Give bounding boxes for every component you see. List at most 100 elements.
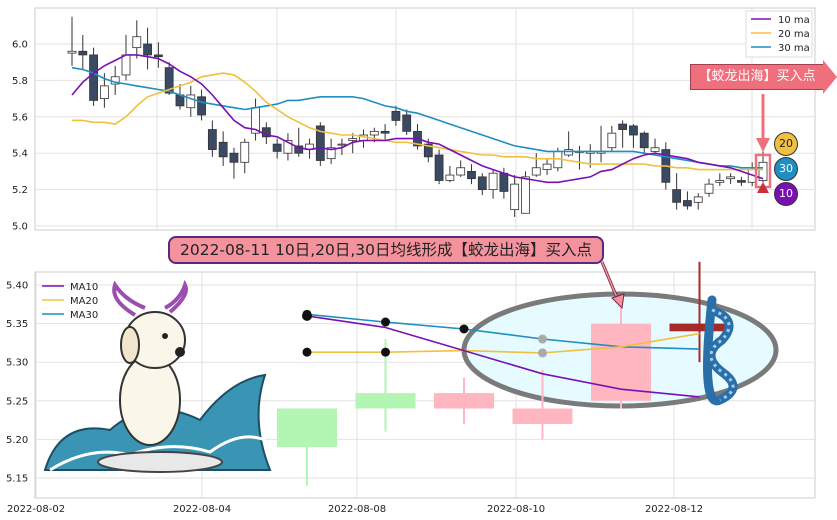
ma10-badge: 10 bbox=[774, 182, 798, 206]
top-candle-body bbox=[197, 96, 206, 116]
bottom-legend-label-20: MA20 bbox=[70, 296, 98, 307]
bottom-candle-body bbox=[277, 408, 337, 448]
bottom-ma-marker bbox=[381, 347, 390, 357]
surfboard bbox=[97, 451, 223, 473]
top-legend-label-10: 10 ma bbox=[778, 15, 810, 26]
top-candle-body bbox=[650, 147, 660, 152]
bottom-legend: MA10 MA20 MA30 bbox=[42, 282, 98, 321]
top-candle-body bbox=[153, 54, 163, 58]
top-candle-body bbox=[499, 172, 509, 192]
top-candle-body bbox=[618, 123, 628, 130]
top-candle-body bbox=[456, 167, 466, 176]
top-candle-body bbox=[683, 200, 692, 207]
top-plot-area bbox=[34, 7, 816, 231]
top-candle-body bbox=[737, 180, 746, 183]
bottom-y-tick-label: 5.15 bbox=[6, 474, 28, 485]
top-candle-body bbox=[607, 132, 617, 149]
top-ma10-line bbox=[71, 54, 764, 184]
top-candle-body bbox=[391, 110, 401, 121]
dragon-body bbox=[703, 295, 738, 406]
top-candle-body bbox=[132, 36, 142, 49]
wave-foam bbox=[49, 435, 266, 472]
bottom-ma10-line bbox=[306, 315, 700, 398]
bottom-legend-label-10: MA10 bbox=[70, 282, 98, 293]
annotation-arrow-shaft-fill bbox=[601, 261, 619, 301]
top-candle-body bbox=[283, 140, 293, 154]
top-y-tick-label: 5.8 bbox=[12, 76, 28, 87]
signal-arrow-head bbox=[756, 138, 770, 152]
bottom-x-tick-label: 2022-08-12 bbox=[645, 504, 703, 515]
top-candle-body bbox=[726, 176, 736, 180]
bottom-y-tick-label: 5.35 bbox=[6, 319, 28, 330]
top-y-ticks: 6.0 5.8 5.6 5.4 5.2 5.0 bbox=[12, 40, 28, 233]
top-ma20-line bbox=[72, 72, 763, 171]
bottom-y-tick-label: 5.20 bbox=[6, 435, 28, 446]
top-candle-body bbox=[434, 154, 444, 181]
dragon-illustration bbox=[703, 295, 738, 406]
top-candle-body bbox=[672, 189, 682, 203]
top-candle-body bbox=[89, 54, 98, 101]
top-candle-body bbox=[121, 54, 131, 76]
top-y-tick-label: 5.2 bbox=[12, 185, 28, 196]
bottom-candle-body bbox=[434, 393, 494, 409]
top-candle-body bbox=[521, 176, 530, 214]
bottom-candle-body bbox=[591, 323, 651, 401]
top-candle-body bbox=[369, 130, 379, 136]
bottom-ma-marker-faded bbox=[538, 334, 547, 344]
bottom-y-tick-label: 5.30 bbox=[6, 358, 28, 369]
bottom-legend-label-30: MA30 bbox=[70, 310, 98, 321]
top-candle-body bbox=[348, 138, 358, 141]
bottom-candle-body bbox=[355, 393, 416, 409]
ma30-badge: 30 bbox=[774, 157, 798, 181]
top-candle-body bbox=[229, 152, 239, 163]
bottom-candles bbox=[277, 261, 730, 486]
top-candle-body bbox=[423, 143, 433, 158]
top-candle-body bbox=[704, 183, 714, 194]
top-y-tick-label: 6.0 bbox=[12, 40, 28, 51]
annotation-arrow-head bbox=[611, 293, 625, 310]
top-candle-body bbox=[240, 141, 250, 163]
bottom-x-tick-label: 2022-08-02 bbox=[7, 504, 65, 515]
top-candle-body bbox=[294, 145, 304, 154]
dog-ear bbox=[120, 326, 140, 364]
top-candle-body bbox=[272, 143, 282, 152]
top-candles bbox=[67, 16, 768, 217]
top-candle-body bbox=[143, 43, 152, 56]
signal-banner-arrow-tip bbox=[823, 60, 837, 94]
buy-signal-annotation: 2022-08-11 10日,20日,30日均线形成【蛟龙出海】买入点 bbox=[168, 236, 604, 264]
top-candle-body bbox=[510, 183, 520, 211]
top-candle-body bbox=[542, 163, 552, 170]
top-candle-body bbox=[758, 161, 768, 181]
top-candle-body bbox=[78, 50, 88, 56]
top-candle-body bbox=[402, 114, 412, 132]
signal-banner-label: 【蛟龙出海】买入点 bbox=[690, 64, 824, 90]
top-candle-body bbox=[467, 170, 476, 180]
bottom-y-tick-label: 5.25 bbox=[6, 396, 28, 407]
bottom-ma20-line bbox=[307, 332, 700, 354]
top-legend-label-20: 20 ma bbox=[778, 29, 810, 40]
bottom-candle-body bbox=[512, 408, 573, 424]
top-candle-body bbox=[218, 141, 228, 158]
bottom-x-tick-label: 2022-08-04 bbox=[173, 504, 231, 515]
bottom-ma-marker bbox=[302, 310, 312, 321]
top-candle-body bbox=[564, 149, 574, 156]
top-candle-body bbox=[693, 196, 703, 203]
top-candle-body bbox=[337, 143, 347, 146]
top-candle-body bbox=[531, 167, 541, 176]
dragon-scales bbox=[709, 308, 735, 402]
top-candle-body bbox=[326, 147, 336, 160]
bottom-axis-ticks: 5.40 5.35 5.30 5.25 5.20 5.15 2022-08-02 2022-0… bbox=[6, 281, 703, 516]
signal-banner: 【蛟龙出海】买入点 bbox=[690, 60, 837, 94]
bottom-y-tick-label: 5.40 bbox=[6, 281, 28, 292]
dog-eye bbox=[162, 333, 168, 339]
top-candle-body bbox=[207, 129, 217, 150]
ma20-badge: 20 bbox=[774, 132, 798, 156]
top-candle-body bbox=[639, 132, 649, 149]
signal-marker-triangle bbox=[757, 182, 769, 193]
bottom-ma30-line bbox=[306, 313, 700, 350]
bottom-ma-marker bbox=[302, 347, 312, 357]
bottom-ma-marker bbox=[459, 324, 469, 334]
bottom-x-tick-label: 2022-08-10 bbox=[487, 504, 545, 515]
top-candle-body bbox=[488, 172, 498, 191]
